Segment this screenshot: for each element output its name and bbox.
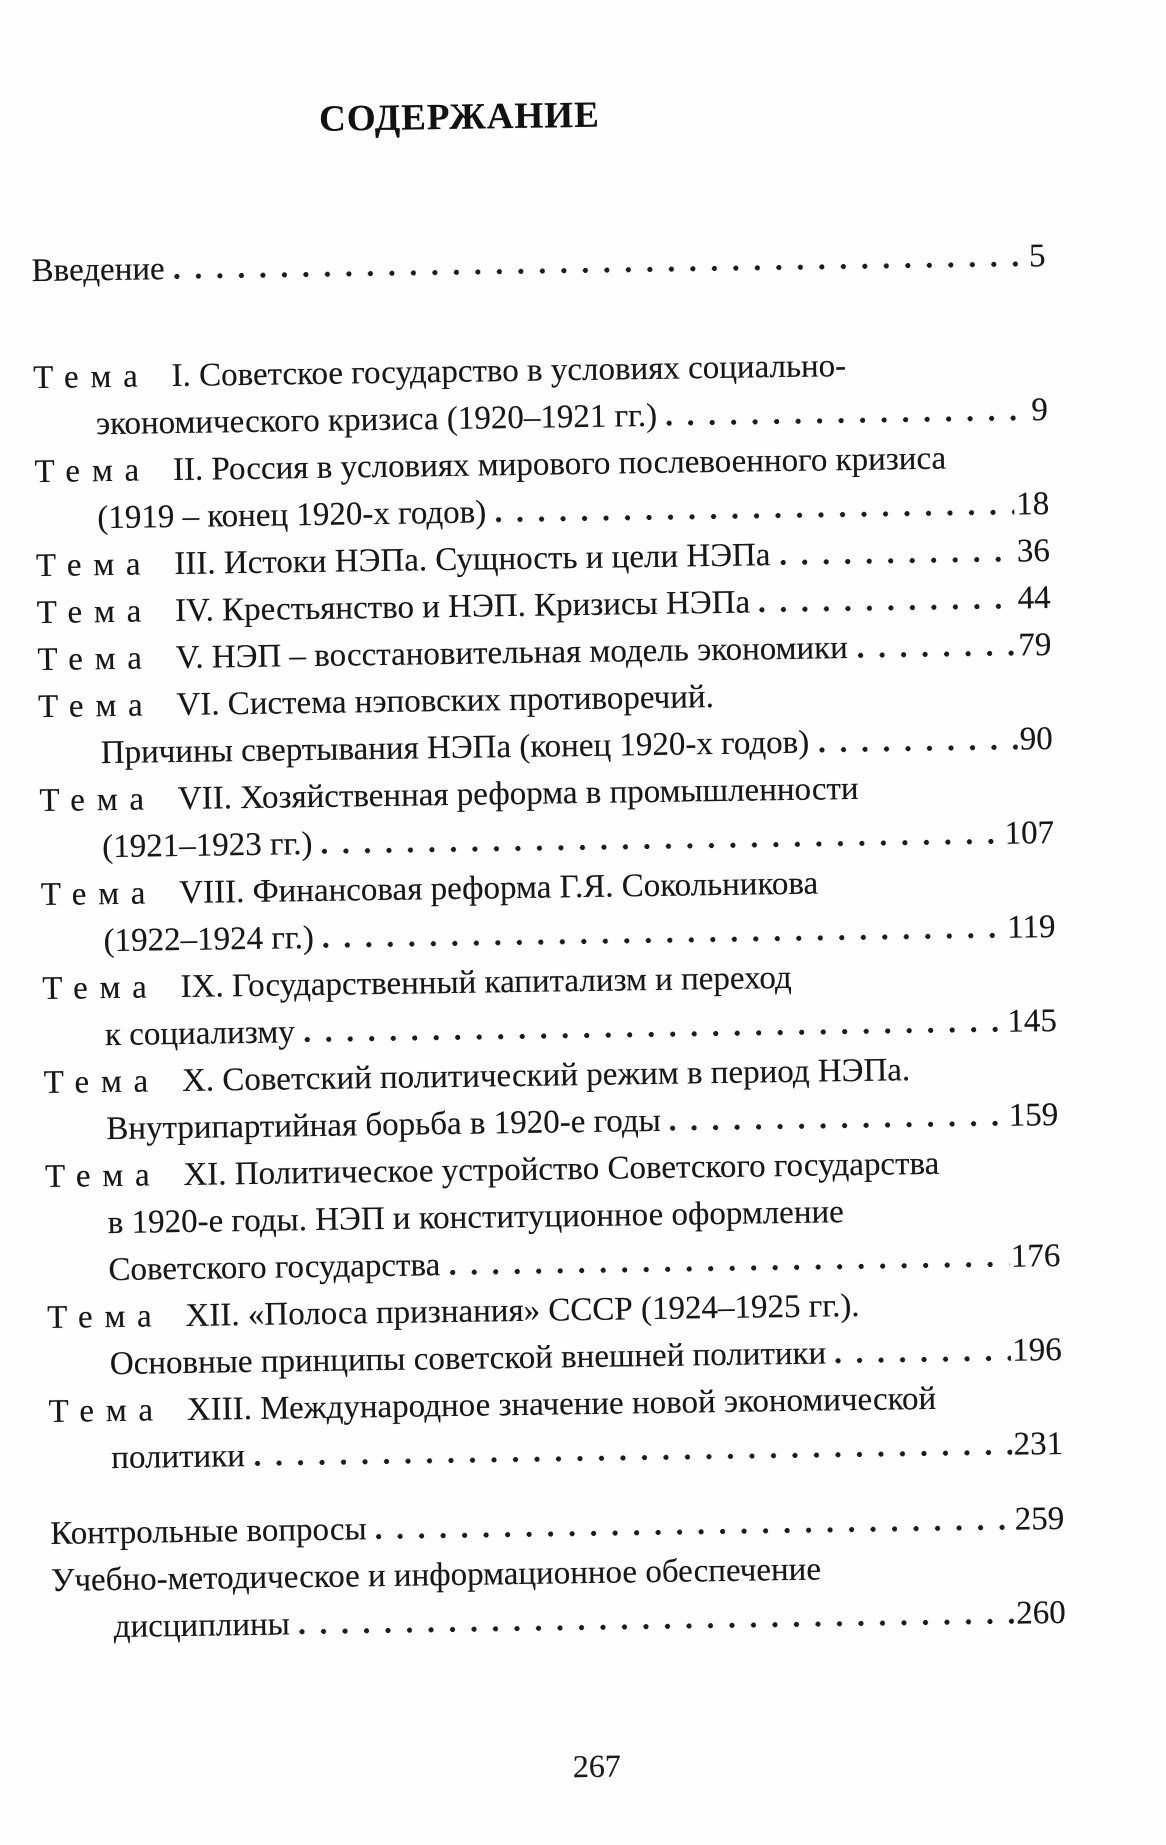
dot-leader xyxy=(779,555,1016,567)
tema-label: Тема xyxy=(40,875,158,914)
toc-entry: Тема VIII. Финансовая реформа Г.Я. Сокол… xyxy=(41,857,1056,966)
toc-page-number: 44 xyxy=(1017,580,1051,617)
tema-label: Тема xyxy=(48,1392,166,1430)
tema-label: Тема xyxy=(32,358,150,397)
toc-entry: Тема IX. Государственный капитализм и пе… xyxy=(42,951,1057,1060)
toc-page-number: 196 xyxy=(1012,1331,1063,1369)
toc-entry-title: V. НЭП – восстановительная модель эконом… xyxy=(175,630,849,677)
dot-leader xyxy=(375,1523,1013,1541)
toc-entry: Учебно-методическое и информационное обе… xyxy=(51,1543,1066,1652)
toc-entry: Тема I. Советское государство в условиях… xyxy=(33,340,1048,449)
toc-entry-title-cont: Внутрипартийная борьба в 1920-е годы xyxy=(106,1102,662,1148)
toc-page-number: 18 xyxy=(1015,486,1050,523)
toc-entry-title: VIII. Финансовая реформа Г.Я. Сокольнико… xyxy=(178,865,819,911)
toc-page-number: 259 xyxy=(1014,1500,1065,1538)
dot-leader xyxy=(298,1617,1015,1636)
dot-leader xyxy=(303,1025,1006,1044)
dot-leader xyxy=(449,1260,1010,1277)
toc-entries: Тема I. Советское государство в условиях… xyxy=(33,340,1064,1483)
toc-entry-title-cont: дисциплины xyxy=(113,1606,291,1646)
dot-leader xyxy=(495,508,1015,524)
dot-leader xyxy=(173,260,1028,281)
toc-page-number: 9 xyxy=(1031,392,1049,429)
toc-intro-line: Введение 5 xyxy=(31,233,1046,295)
toc-extras: Контрольные вопросы 259 Учебно-методичес… xyxy=(50,1496,1066,1652)
tema-label: Тема xyxy=(42,969,159,1008)
dot-leader xyxy=(669,1119,1007,1132)
dot-leader xyxy=(856,649,1017,659)
dot-leader xyxy=(322,931,1006,949)
toc-entry: Тема XII. «Полоса признания» СССР (1924–… xyxy=(47,1280,1062,1389)
toc-page-number: 145 xyxy=(1007,1002,1058,1040)
toc-page-number: 176 xyxy=(1010,1237,1061,1275)
toc-entry-title-cont: (1922–1924 гг.) xyxy=(103,920,315,960)
toc-page-number: 90 xyxy=(1019,721,1053,758)
tema-label: Тема xyxy=(37,687,155,726)
toc-entry-title-cont: Советского государства xyxy=(108,1247,441,1289)
footer-page-number: 267 xyxy=(572,1747,622,1785)
toc-content: СОДЕРЖАНИЕ Введение 5 Тема I. Советское … xyxy=(31,94,1066,1652)
tema-label: Тема xyxy=(46,1298,164,1337)
toc-page-number: 159 xyxy=(1008,1096,1059,1134)
toc-entry: Тема XI. Политическое устройство Советск… xyxy=(45,1139,1061,1295)
toc-page-number: 260 xyxy=(1015,1594,1066,1632)
tema-label: Тема xyxy=(43,1063,161,1102)
toc-entry-title-cont: (1921–1923 гг.) xyxy=(101,826,313,866)
toc-entry-title-cont: к социализму xyxy=(104,1014,296,1054)
tema-label: Тема xyxy=(37,640,155,679)
toc-page-number: 36 xyxy=(1016,533,1051,570)
toc-entry: Тема VI. Система нэповских противоречий.… xyxy=(38,669,1053,778)
dot-leader xyxy=(759,602,1016,614)
toc-entry-title: Контрольные вопросы xyxy=(50,1511,367,1552)
toc-entry: Тема VII. Хозяйственная реформа в промыш… xyxy=(39,763,1054,872)
toc-entry-title: IV. Крестьянство и НЭП. Кризисы НЭПа xyxy=(174,584,751,630)
tema-label: Тема xyxy=(44,1157,162,1196)
toc-entry-title: IX. Государственный капитализм и переход xyxy=(180,959,792,1005)
tema-label: Тема xyxy=(34,452,152,491)
toc-entry: Тема XIII. Международное значение новой … xyxy=(48,1374,1063,1483)
page-title: СОДЕРЖАНИЕ xyxy=(318,94,601,140)
toc-entry-title-cont: экономического кризиса (1920–1921 гг.) xyxy=(95,397,658,443)
toc-page-number: 79 xyxy=(1018,627,1052,664)
toc-page-number: 231 xyxy=(1013,1425,1064,1463)
toc-entry-title: VI. Система нэповских противоречий. xyxy=(176,679,715,724)
tema-label: Тема xyxy=(35,546,153,585)
toc-entry: Тема II. Россия в условиях мирового посл… xyxy=(34,434,1049,543)
tema-label: Тема xyxy=(36,593,154,632)
toc-entry-title-cont: (1919 – конец 1920-х годов) xyxy=(97,494,487,537)
dot-leader xyxy=(666,414,1030,427)
toc-intro-label: Введение xyxy=(31,251,165,290)
dot-leader xyxy=(253,1448,1012,1467)
toc-page-number: 119 xyxy=(1006,909,1056,946)
dot-leader xyxy=(818,743,1018,754)
toc-entry-title-cont: политики xyxy=(110,1438,246,1477)
toc-entry-title: I. Советское государство в условиях соци… xyxy=(171,348,847,395)
dot-leader xyxy=(835,1354,1011,1365)
toc-entry: Тема X. Советский политический режим в п… xyxy=(43,1045,1058,1154)
toc-page-number: 5 xyxy=(1028,238,1046,275)
tema-label: Тема xyxy=(39,781,157,820)
dot-leader xyxy=(321,837,1003,855)
toc-page-number: 107 xyxy=(1004,815,1055,852)
